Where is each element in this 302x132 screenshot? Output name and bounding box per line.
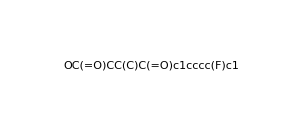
Text: OC(=O)CC(C)C(=O)c1cccc(F)c1: OC(=O)CC(C)C(=O)c1cccc(F)c1 (63, 61, 239, 71)
